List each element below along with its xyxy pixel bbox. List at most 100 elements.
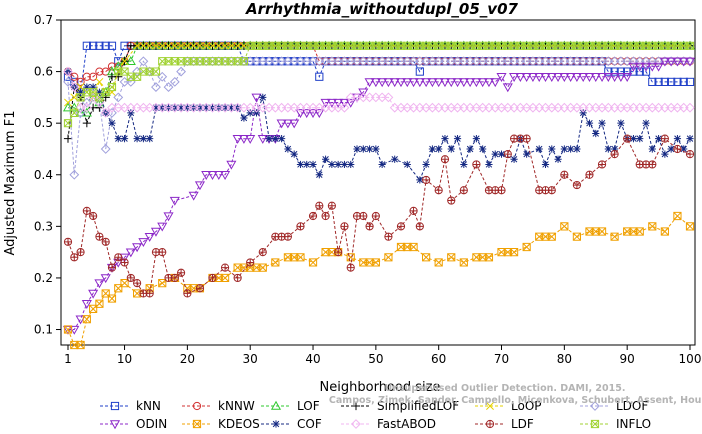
data-point-fastabod [81, 102, 92, 113]
data-point-ldf [459, 186, 468, 195]
y-tick-label: 0.7 [34, 13, 53, 27]
data-point-cof [636, 135, 644, 143]
legend-entry-odin: ODIN [100, 417, 167, 431]
legend-label-loop: LoOP [511, 399, 542, 413]
data-point-odin [647, 62, 658, 72]
data-point-kdeos [384, 253, 393, 262]
data-point-loop [170, 41, 179, 50]
data-point-odin [333, 98, 344, 108]
y-tick-label: 0.2 [34, 271, 53, 285]
data-point-knn [673, 77, 682, 87]
data-point-fastabod [63, 66, 73, 77]
data-point-cof [347, 160, 355, 169]
data-point-odin [194, 181, 205, 191]
data-point-odin [132, 243, 143, 253]
data-point-cof [64, 67, 72, 76]
data-point-loop [164, 41, 173, 50]
data-point-cof [202, 104, 210, 112]
series-line-ldof [67, 60, 690, 175]
data-point-cof [365, 145, 374, 153]
data-point-kdeos [82, 315, 91, 324]
axis-layer: 1 10 20 30 40 50 60 70 80 90 100 0.1 0.2 0.3 0.4 0.5 0.6… [34, 13, 702, 366]
data-point-ldf [126, 273, 135, 283]
data-point-odin [452, 78, 463, 88]
data-point-odin [509, 73, 520, 82]
data-point-ldof [151, 82, 161, 92]
data-point-simplifiedlof [114, 72, 123, 81]
credit-line-2: Campos, Zimek, Sander, Campello, Micenko… [329, 395, 702, 406]
legend-entry-ldof: LDOF [580, 399, 648, 413]
data-point-ldf [220, 263, 230, 272]
data-point-kdeos [409, 242, 418, 252]
data-point-cof [378, 160, 386, 169]
data-point-cof [284, 145, 292, 153]
data-point-odin [220, 171, 231, 180]
data-point-kdeos [685, 222, 695, 231]
data-point-cof [133, 135, 141, 143]
data-point-ldf [572, 180, 582, 190]
data-point-odin [446, 78, 457, 88]
data-point-odin [427, 78, 438, 88]
data-point-cof [510, 155, 518, 163]
data-point-cof [372, 145, 380, 153]
data-point-odin [603, 73, 614, 82]
data-point-ldf [63, 237, 73, 246]
data-point-cof [177, 104, 185, 112]
legend-label-knn: kNN [136, 399, 161, 413]
data-point-kdeos [635, 227, 644, 236]
data-point-kdeos [346, 253, 355, 262]
data-point-kdeos [107, 294, 117, 303]
data-point-cof [667, 145, 675, 153]
series-odin [62, 57, 696, 335]
data-point-odin [571, 73, 582, 82]
data-point-ldf [133, 279, 142, 288]
legend-label-knnw: kNNW [218, 399, 255, 413]
data-point-ldf [440, 155, 450, 164]
data-point-cof [252, 109, 261, 117]
data-point-loop [202, 41, 211, 50]
data-point-odin [201, 171, 212, 180]
data-point-fastabod [339, 102, 350, 113]
data-point-ldf [522, 134, 531, 143]
data-point-ldf [158, 248, 167, 257]
data-point-kdeos [673, 211, 682, 221]
data-point-cof [466, 145, 474, 153]
data-point-inflo [239, 57, 249, 66]
series-kdeos [63, 211, 695, 350]
data-point-ldf [415, 222, 424, 231]
data-point-cof [353, 145, 361, 153]
data-point-cof [611, 145, 619, 153]
data-point-kdeos [648, 222, 657, 231]
data-point-odin [465, 78, 476, 88]
data-point-odin [138, 238, 149, 248]
data-point-odin [483, 78, 495, 88]
data-point-kdeos [572, 232, 582, 241]
data-point-odin [527, 73, 538, 82]
legend-entry-simplifiedlof: SimplifiedLOF [341, 399, 459, 413]
data-point-kdeos [296, 253, 305, 262]
data-point-odin [326, 98, 337, 108]
data-point-odin [439, 78, 451, 88]
x-tick-label: 30 [243, 352, 258, 366]
data-point-ldf [327, 201, 336, 210]
data-point-ldof [176, 66, 186, 77]
data-point-odin [502, 83, 513, 93]
data-point-odin [653, 62, 664, 72]
data-point-odin [609, 73, 620, 82]
data-point-odin [477, 78, 488, 88]
data-point-ldf [107, 263, 117, 272]
data-point-ldof [138, 56, 149, 67]
data-point-ldf [503, 150, 512, 159]
data-point-knn [95, 41, 104, 50]
data-point-kdeos [610, 232, 619, 241]
data-point-cof [541, 160, 550, 169]
series-line-cof [67, 71, 691, 181]
series-layer [62, 40, 696, 350]
data-point-lof [125, 56, 136, 65]
x-axis-label: Neighborhood size [320, 380, 441, 395]
data-point-ldf [89, 211, 98, 221]
legend-label-odin: ODIN [136, 417, 167, 431]
data-point-cof [548, 145, 556, 153]
data-point-ldf [384, 232, 393, 241]
